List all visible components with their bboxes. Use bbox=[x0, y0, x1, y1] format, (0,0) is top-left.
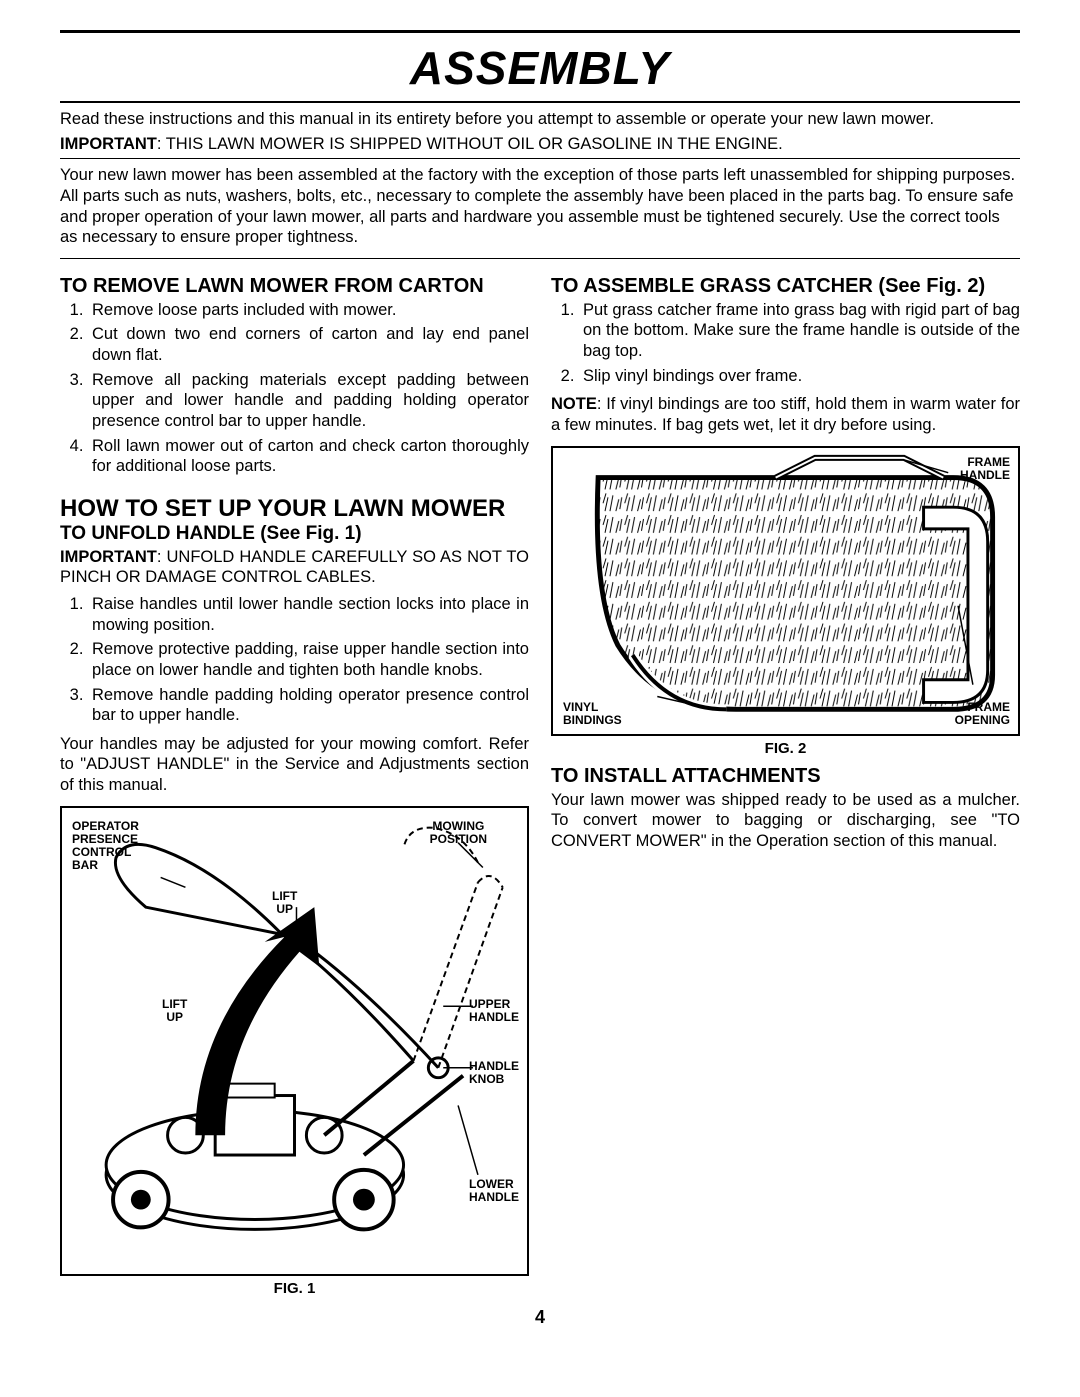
list-item: Raise handles until lower handle section… bbox=[88, 594, 529, 635]
grass-list: Put grass catcher frame into grass bag w… bbox=[551, 300, 1020, 387]
fig1-caption: FIG. 1 bbox=[60, 1280, 529, 1297]
fig1-label-liftup1: LIFT UP bbox=[272, 890, 297, 916]
unfold-tail: Your handles may be adjusted for your mo… bbox=[60, 734, 529, 796]
list-item: Remove all packing materials except padd… bbox=[88, 370, 529, 432]
intro-important-label: IMPORTANT bbox=[60, 135, 157, 153]
page-number: 4 bbox=[60, 1307, 1020, 1328]
fig1-label-mowing: MOWING POSITION bbox=[430, 820, 487, 846]
figure-1: OPERATOR PRESENCE CONTROL BAR MOWING POS… bbox=[60, 806, 529, 1276]
list-item: Slip vinyl bindings over frame. bbox=[579, 366, 1020, 387]
intro-line1: Read these instructions and this manual … bbox=[60, 109, 1020, 130]
fig1-label-opc: OPERATOR PRESENCE CONTROL BAR bbox=[72, 820, 139, 873]
remove-list: Remove loose parts included with mower. … bbox=[60, 300, 529, 477]
grass-note-text: : If vinyl bindings are too stiff, hold … bbox=[551, 395, 1020, 434]
grass-note: NOTE: If vinyl bindings are too stiff, h… bbox=[551, 394, 1020, 435]
intro-important-text: : THIS LAWN MOWER IS SHIPPED WITHOUT OIL… bbox=[157, 135, 783, 153]
fig1-label-knob: HANDLE KNOB bbox=[469, 1060, 519, 1086]
unfold-important-label: IMPORTANT bbox=[60, 548, 157, 566]
unfold-heading: TO UNFOLD HANDLE (See Fig. 1) bbox=[60, 523, 529, 545]
list-item: Put grass catcher frame into grass bag w… bbox=[579, 300, 1020, 362]
list-item: Remove protective padding, raise upper h… bbox=[88, 639, 529, 680]
list-item: Remove loose parts included with mower. bbox=[88, 300, 529, 321]
fig2-illustration bbox=[553, 448, 1018, 734]
fig2-label-frame-handle: FRAME HANDLE bbox=[960, 456, 1010, 482]
setup-heading: HOW TO SET UP YOUR LAWN MOWER bbox=[60, 495, 529, 523]
list-item: Remove handle padding holding operator p… bbox=[88, 685, 529, 726]
intro-block: Read these instructions and this manual … bbox=[60, 101, 1020, 154]
remove-heading: TO REMOVE LAWN MOWER FROM CARTON bbox=[60, 275, 529, 298]
fig2-caption: FIG. 2 bbox=[551, 740, 1020, 757]
intro-important: IMPORTANT: THIS LAWN MOWER IS SHIPPED WI… bbox=[60, 134, 1020, 155]
fig1-label-lower: LOWER HANDLE bbox=[469, 1178, 519, 1204]
unfold-important: IMPORTANT: UNFOLD HANDLE CAREFULLY SO AS… bbox=[60, 547, 529, 588]
list-item: Roll lawn mower out of carton and check … bbox=[88, 436, 529, 477]
grass-note-label: NOTE bbox=[551, 395, 597, 413]
full-width-text: Your new lawn mower has been assembled a… bbox=[60, 165, 1020, 248]
fig1-label-upper: UPPER HANDLE bbox=[469, 998, 519, 1024]
install-text: Your lawn mower was shipped ready to be … bbox=[551, 790, 1020, 852]
fig1-illustration bbox=[62, 808, 527, 1274]
install-heading: TO INSTALL ATTACHMENTS bbox=[551, 765, 1020, 788]
figure-2: FRAME HANDLE VINYL BINDINGS FRAME OPENIN… bbox=[551, 446, 1020, 736]
fig1-label-liftup2: LIFT UP bbox=[162, 998, 187, 1024]
right-column: TO ASSEMBLE GRASS CATCHER (See Fig. 2) P… bbox=[551, 269, 1020, 1297]
full-width-note: Your new lawn mower has been assembled a… bbox=[60, 158, 1020, 259]
fig2-label-opening: FRAME OPENING bbox=[955, 701, 1010, 727]
left-column: TO REMOVE LAWN MOWER FROM CARTON Remove … bbox=[60, 269, 529, 1297]
unfold-list: Raise handles until lower handle section… bbox=[60, 594, 529, 726]
grass-heading: TO ASSEMBLE GRASS CATCHER (See Fig. 2) bbox=[551, 275, 1020, 298]
list-item: Cut down two end corners of carton and l… bbox=[88, 324, 529, 365]
fig2-label-vinyl: VINYL BINDINGS bbox=[563, 701, 622, 727]
page-title: ASSEMBLY bbox=[60, 41, 1020, 95]
